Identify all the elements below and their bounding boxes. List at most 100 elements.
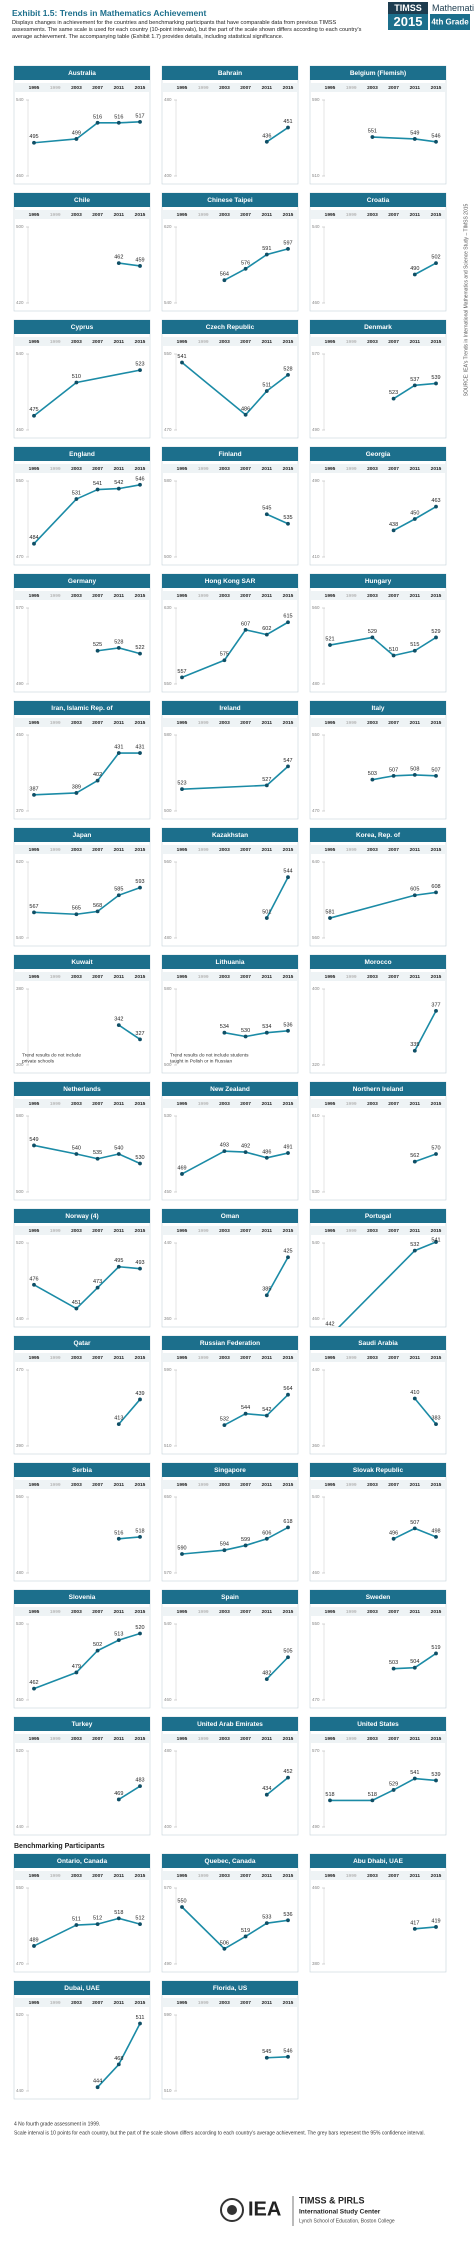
panel-title: Hungary	[365, 578, 392, 585]
year-strip	[15, 1998, 149, 2007]
year-strip	[15, 1226, 149, 1235]
y-tick-label: 630	[164, 605, 172, 610]
year-label: 2011	[410, 1873, 421, 1879]
value-label: 512	[135, 1916, 144, 1922]
year-label: 2007	[388, 1228, 399, 1234]
logo-box	[388, 2, 428, 14]
data-point	[391, 1536, 396, 1541]
panel-title: Qatar	[74, 1340, 91, 1347]
value-label: 532	[220, 1417, 229, 1423]
y-tick-label: 480	[164, 1748, 172, 1753]
plot	[116, 261, 142, 268]
note: Trend results do not include students	[170, 1052, 249, 1058]
value-label: 545	[262, 506, 271, 512]
y-tick-label: 470	[312, 1697, 320, 1702]
trend-segment	[33, 138, 77, 144]
data-point	[391, 653, 396, 658]
year-label: 2003	[367, 847, 378, 853]
year-label: 2007	[240, 1101, 251, 1107]
value-label: 544	[241, 1405, 250, 1411]
year-label: 1999	[50, 1101, 61, 1107]
year-label: 2015	[135, 1101, 146, 1107]
y-tick-label: 380	[312, 1961, 320, 1966]
year-label: 2011	[262, 1873, 273, 1879]
value-label: 615	[283, 614, 292, 620]
year-label: 2015	[283, 1355, 294, 1361]
data-point	[412, 1248, 417, 1253]
year-label: 2007	[240, 212, 251, 218]
trend-segment	[393, 1527, 416, 1540]
value-label: 523	[389, 390, 398, 396]
plot	[328, 890, 438, 920]
trend-segment	[414, 1527, 437, 1538]
y-tick-label: 560	[164, 859, 172, 864]
plot	[180, 360, 290, 417]
plot	[264, 512, 290, 526]
year-label: 2003	[367, 720, 378, 726]
year-label: 2003	[219, 85, 230, 91]
trend-segment	[224, 1412, 246, 1426]
data-point	[95, 909, 100, 914]
value-label: 576	[241, 260, 250, 266]
trend-segment	[224, 268, 246, 281]
year-label: 2011	[410, 847, 421, 853]
value-label: 594	[220, 1542, 229, 1548]
trend-segment	[393, 1666, 415, 1670]
year-strip	[15, 1353, 149, 1362]
trend-segment	[414, 1241, 437, 1252]
data-point	[434, 1422, 438, 1427]
year-strip	[311, 83, 445, 92]
plot	[32, 119, 142, 145]
y-tick-label: 550	[312, 732, 320, 737]
year-label: 1995	[29, 1609, 40, 1615]
year-label: 2015	[431, 466, 442, 472]
data-point	[222, 1030, 227, 1035]
value-label: 519	[241, 1928, 250, 1934]
value-label: 450	[410, 510, 419, 516]
year-label: 2003	[219, 593, 230, 599]
trend-segment	[245, 1922, 268, 1938]
data-point	[116, 1638, 121, 1643]
year-label: 1999	[346, 1228, 357, 1234]
value-label: 506	[220, 1940, 229, 1946]
panel-title: Serbia	[72, 1467, 92, 1474]
value-label: 530	[135, 1155, 144, 1161]
year-label: 2015	[283, 1873, 294, 1879]
year-label: 2011	[262, 847, 273, 853]
plot	[180, 764, 290, 792]
value-label: 387	[29, 786, 38, 792]
value-label: 410	[410, 1390, 419, 1396]
y-tick-label: 620	[16, 859, 24, 864]
value-label: 444	[93, 2079, 102, 2085]
plot	[222, 1028, 290, 1039]
year-label: 2003	[219, 1228, 230, 1234]
year-label: 2015	[135, 1228, 146, 1234]
value-label: 518	[325, 1792, 334, 1798]
value-label: 539	[431, 375, 440, 381]
grade-box	[430, 14, 470, 30]
year-label: 1999	[50, 1355, 61, 1361]
value-label: 550	[177, 1898, 186, 1904]
value-label: 529	[389, 1781, 398, 1787]
y-tick-label: 540	[16, 97, 24, 102]
data-point	[74, 1923, 79, 1927]
trend-segment	[181, 1906, 225, 1950]
data-point	[138, 1535, 142, 1539]
year-label: 2003	[71, 720, 82, 726]
data-point	[222, 1946, 227, 1951]
value-label: 419	[431, 1918, 440, 1924]
year-label: 2011	[410, 974, 421, 980]
plot	[264, 1655, 290, 1681]
data-point	[412, 1776, 417, 1781]
y-tick-label: 470	[164, 427, 172, 432]
year-label: 2003	[367, 1873, 378, 1879]
value-label: 327	[135, 1031, 144, 1037]
panel-title: Croatia	[367, 197, 390, 204]
data-point	[95, 648, 100, 653]
trend-segment	[414, 138, 437, 143]
trend-segment	[181, 1150, 225, 1175]
year-label: 1999	[346, 720, 357, 726]
data-point	[138, 1922, 142, 1926]
trend-segment	[337, 1250, 416, 1327]
value-label: 590	[177, 1545, 186, 1551]
